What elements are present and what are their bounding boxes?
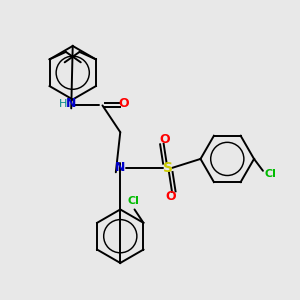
Text: S: S <box>163 161 173 175</box>
Text: N: N <box>115 161 125 174</box>
Text: Cl: Cl <box>264 169 276 179</box>
Text: O: O <box>166 190 176 202</box>
Text: O: O <box>118 98 129 110</box>
Text: O: O <box>160 133 170 146</box>
Text: N: N <box>66 98 76 110</box>
Text: H: H <box>59 99 68 109</box>
Text: Cl: Cl <box>127 196 139 206</box>
